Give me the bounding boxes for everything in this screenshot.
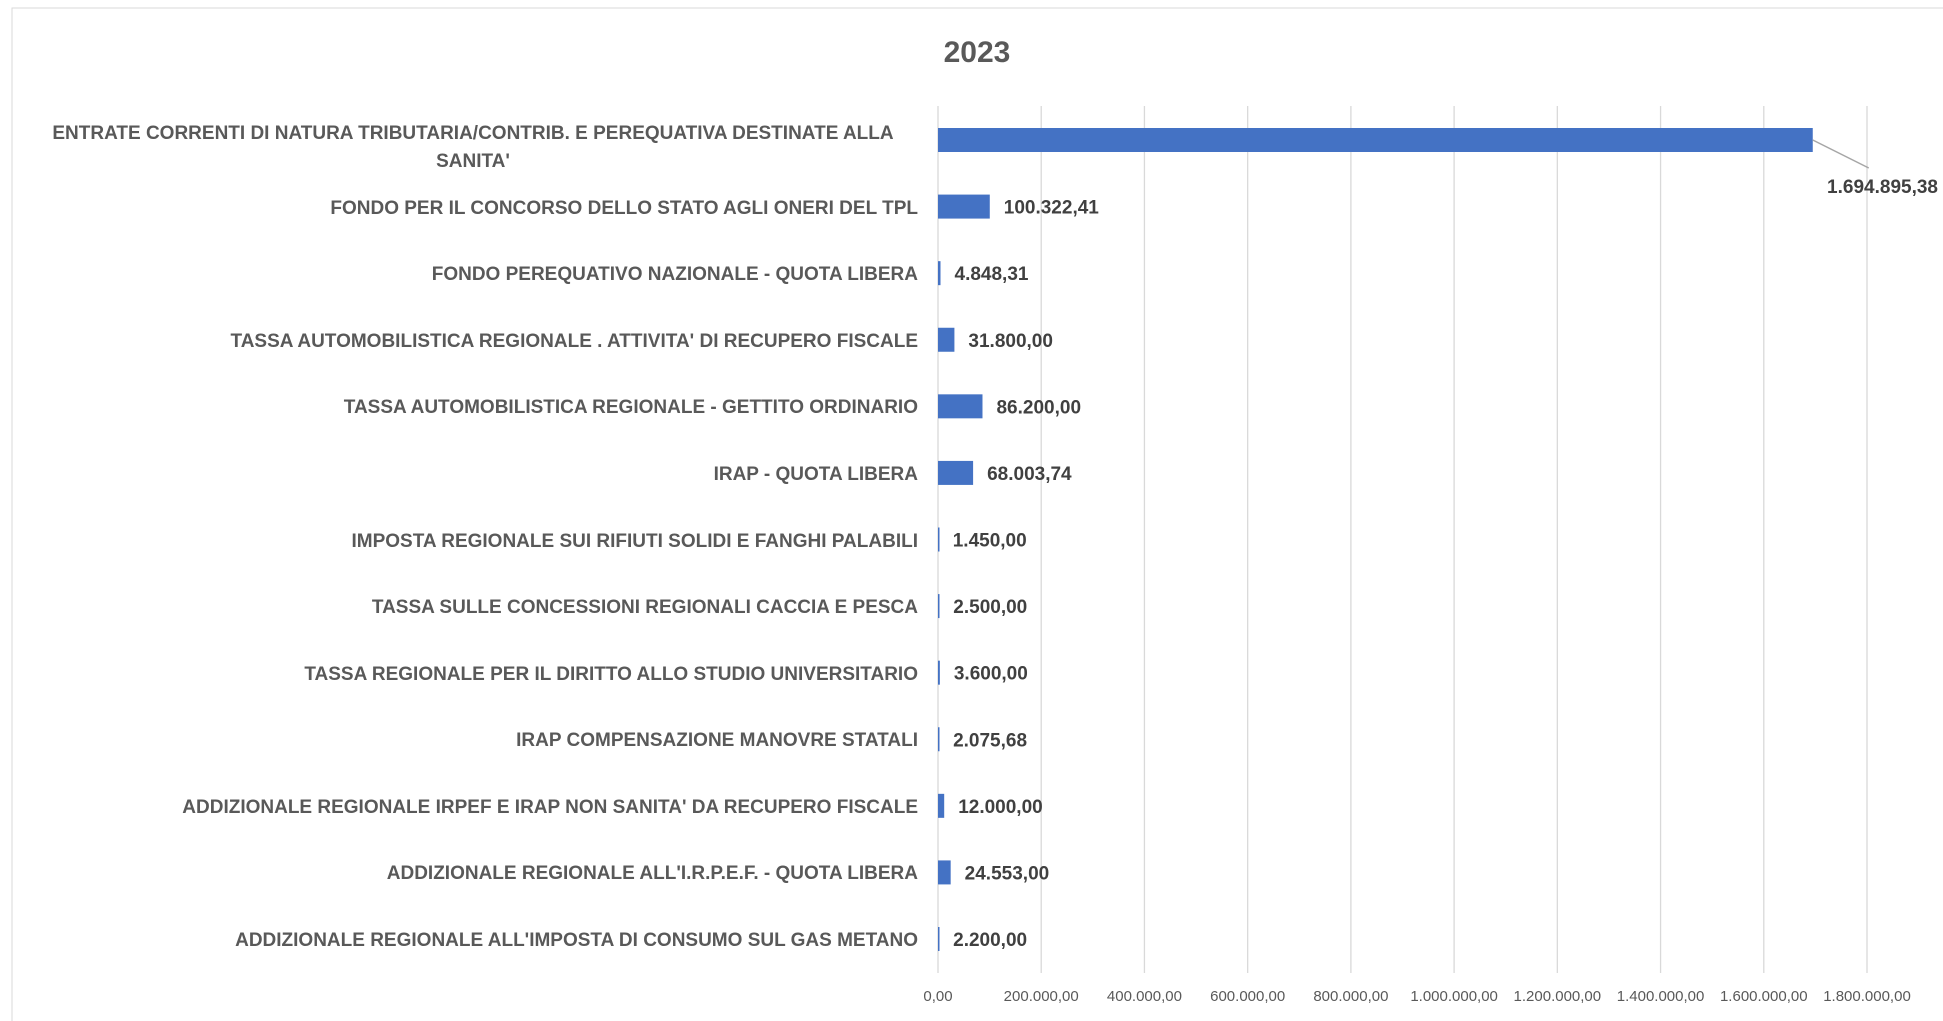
data-label: 12.000,00 [958,797,1043,818]
bar [938,860,951,885]
data-label: 86.200,00 [996,397,1081,418]
data-label: 1.450,00 [953,531,1027,552]
bar [938,594,940,619]
bar [938,793,945,818]
bar [938,727,940,752]
chart-border [11,7,1943,1021]
y-tick-label: ADDIZIONALE REGIONALE ALL'IMPOSTA DI CON… [235,930,918,951]
y-tick-label: TASSA REGIONALE PER IL DIRITTO ALLO STUD… [304,663,918,685]
bar [938,927,940,951]
data-label: 4.848,31 [955,264,1029,285]
x-tick-label: 800.000,00 [1313,988,1388,1005]
x-tick-label: 1.400.000,00 [1617,988,1705,1005]
data-label: 100.322,41 [1004,198,1100,219]
data-label: 2.075,68 [953,730,1027,751]
data-label: 2.500,00 [953,597,1027,618]
data-label: 31.800,00 [968,331,1053,352]
bar [938,327,955,352]
y-tick-label: TASSA SULLE CONCESSIONI REGIONALI CACCIA… [371,597,918,619]
x-tick-label: 0,00 [923,988,952,1005]
data-label: 3.600,00 [954,664,1028,685]
x-tick-label: 1.800.000,00 [1823,988,1911,1005]
bar [938,394,983,419]
x-tick-label: 1.600.000,00 [1720,988,1808,1005]
bar [938,460,974,485]
leader-line [1812,139,1870,169]
data-label: 24.553,00 [965,863,1050,884]
chart-title: 2023 [944,36,1011,69]
bar [938,128,1813,152]
data-label: 1.694.895,38 [1827,177,1938,198]
x-tick-label: 600.000,00 [1210,988,1285,1005]
x-tick-label: 200.000,00 [1004,988,1079,1005]
y-tick-label: ENTRATE CORRENTI DI NATURA TRIBUTARIA/CO… [52,123,894,172]
y-tick-label: FONDO PER IL CONCORSO DELLO STATO AGLI O… [330,197,918,219]
bar [938,660,940,685]
bar [938,261,941,286]
x-tick-label: 400.000,00 [1107,988,1182,1005]
bar [938,194,990,219]
y-tick-label: IRAP COMPENSAZIONE MANOVRE STATALI [516,730,918,752]
bar [938,527,940,552]
data-label: 68.003,74 [987,464,1072,485]
y-tick-label: FONDO PEREQUATIVO NAZIONALE - QUOTA LIBE… [431,264,918,286]
y-tick-label: TASSA AUTOMOBILISTICA REGIONALE . ATTIVI… [230,330,918,352]
x-tick-label: 1.200.000,00 [1514,988,1602,1005]
y-tick-label: ADDIZIONALE REGIONALE IRPEF E IRAP NON S… [182,796,918,818]
y-tick-label: IMPOSTA REGIONALE SUI RIFIUTI SOLIDI E F… [351,530,919,552]
y-tick-label: IRAP - QUOTA LIBERA [713,463,918,485]
y-tick-label: TASSA AUTOMOBILISTICA REGIONALE - GETTIT… [343,397,918,419]
x-tick-label: 1.000.000,00 [1410,988,1498,1005]
data-label: 2.200,00 [953,930,1027,951]
y-tick-label: ADDIZIONALE REGIONALE ALL'I.R.P.E.F. - Q… [386,863,918,885]
